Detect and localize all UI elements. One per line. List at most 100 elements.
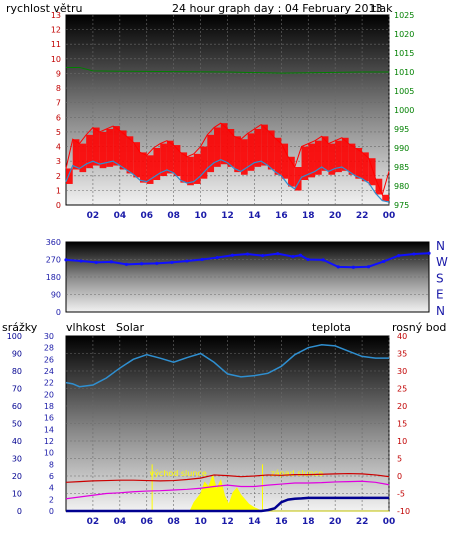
gust-bar (321, 136, 329, 171)
direction-point (79, 259, 83, 263)
rain-label: srážky (2, 321, 38, 334)
gust-bar (240, 139, 248, 175)
wind-direction-marks (64, 251, 431, 269)
gust-bar (99, 131, 107, 169)
x-tick-label: 14 (248, 517, 261, 527)
wind-pressure-marks (65, 66, 390, 203)
x-tick-label: 22 (356, 211, 369, 221)
solar-area (66, 474, 389, 512)
direction-point (397, 254, 401, 258)
humidity-tick-label: 10 (44, 449, 54, 458)
humidity-tick-label: 24 (44, 367, 54, 376)
left-tick-label: 12 (51, 26, 61, 35)
y-tick-label: 180 (46, 273, 61, 282)
x-tick-label: 10 (194, 517, 207, 527)
climate-ticks: 02 04 06 08 10 12 14 16 18 20 22 00-10-505101520253… (7, 332, 410, 527)
temp-tick-label: 5 (397, 455, 402, 464)
temp-tick-label: -10 (397, 507, 410, 516)
x-tick-label: 06 (140, 517, 153, 527)
dew-point-line (65, 480, 390, 500)
x-tick-label: 16 (275, 211, 288, 221)
x-tick-label: 12 (221, 517, 234, 527)
direction-point (276, 252, 280, 256)
direction-point (64, 258, 68, 262)
gust-bar (335, 140, 342, 173)
gust-bar (348, 143, 356, 175)
humidity-tick-label: 2 (49, 495, 54, 504)
direction-point (230, 253, 234, 257)
direction-point (261, 254, 265, 258)
compass-label: S (436, 271, 444, 285)
left-tick-label: 7 (56, 99, 61, 108)
gust-bar (355, 148, 363, 179)
gust-bar (362, 152, 369, 182)
compass-label: N (436, 304, 445, 318)
gust-bar (187, 156, 194, 186)
pressure-label: tlak (372, 2, 393, 15)
gust-bar (294, 167, 302, 191)
gust-line (65, 122, 390, 197)
left-tick-label: 8 (56, 84, 61, 93)
humidity-line (65, 343, 389, 388)
rain-line (66, 496, 389, 513)
x-tick-label: 00 (383, 517, 396, 527)
gust-bar (274, 137, 282, 175)
y-tick-label: 270 (46, 256, 61, 265)
direction-point (94, 260, 98, 265)
rain-tick-label: 0 (17, 507, 22, 516)
climate-grid (66, 336, 390, 511)
right-tick-label: 1015 (394, 49, 414, 58)
x-tick-label: 02 (87, 211, 100, 221)
gust-bar (86, 134, 93, 169)
rain-tick-label: 30 (12, 455, 22, 464)
rain-tick-label: 70 (12, 385, 22, 394)
gust-bar (308, 143, 315, 178)
right-tick-label: 1000 (394, 106, 414, 115)
direction-point (140, 262, 144, 266)
x-tick-label: 04 (114, 211, 127, 221)
temp-tick-label: 30 (397, 367, 407, 376)
right-tick-label: 985 (394, 163, 409, 172)
right-tick-label: 975 (394, 201, 409, 210)
humidity-tick-label: 26 (44, 355, 54, 364)
humidity-tick-label: 16 (44, 414, 54, 423)
gust-bar (214, 127, 221, 167)
left-tick-label: 1 (56, 186, 61, 195)
x-tick-label: 04 (114, 517, 127, 527)
left-tick-label: 2 (56, 172, 61, 181)
rain-tick-label: 90 (12, 350, 22, 359)
compass-label: E (436, 288, 444, 302)
sunset-annotation: západ slunce (271, 469, 324, 478)
temperature-label: teplota (312, 321, 351, 334)
gust-bar (281, 143, 289, 179)
direction-point (155, 261, 159, 265)
direction-point (366, 265, 371, 269)
temp-tick-label: 25 (397, 385, 407, 394)
gust-bar (200, 146, 208, 179)
gust-bar (247, 133, 255, 171)
humidity-tick-label: 12 (44, 437, 54, 446)
humidity-tick-label: 18 (44, 402, 54, 411)
left-tick-label: 3 (56, 157, 61, 166)
rain-tick-label: 50 (12, 420, 22, 429)
gust-bar (234, 136, 241, 173)
x-tick-label: 22 (356, 517, 369, 527)
x-tick-label: 02 (87, 517, 100, 527)
temp-tick-label: 35 (397, 350, 407, 359)
humidity-tick-label: 14 (44, 425, 54, 434)
x-tick-label: 14 (248, 211, 261, 221)
gust-bar (341, 137, 349, 171)
direction-point (124, 262, 129, 266)
rain-tick-label: 20 (12, 472, 22, 481)
avg-wind-line (65, 159, 390, 203)
humidity-tick-label: 0 (49, 507, 54, 516)
gust-bar (146, 155, 154, 184)
humidity-tick-label: 20 (44, 390, 54, 399)
x-tick-label: 18 (302, 517, 315, 527)
solar-label: Solar (116, 321, 145, 334)
x-tick-label: 00 (383, 211, 396, 221)
gust-bar (166, 140, 174, 174)
y-tick-label: 360 (46, 238, 61, 247)
left-tick-label: 6 (56, 113, 61, 122)
